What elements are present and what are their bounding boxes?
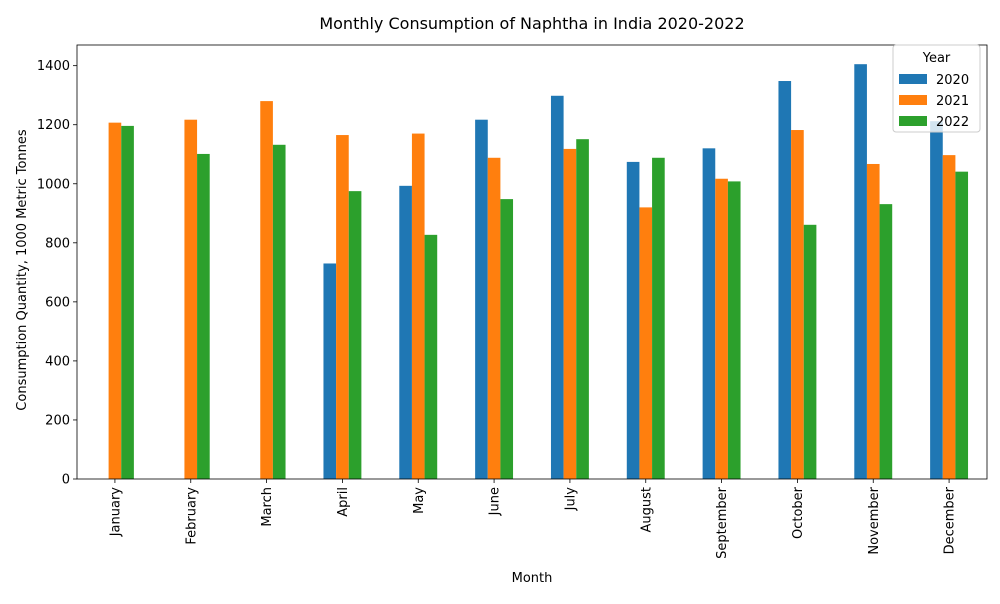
legend-swatch-2020 — [899, 74, 927, 84]
y-tick-label: 1400 — [37, 59, 70, 74]
legend-title: Year — [922, 51, 951, 66]
bar-2022-january — [121, 125, 134, 480]
legend: Year 2020 2021 2022 — [892, 44, 981, 133]
x-tick-label-february: February — [184, 487, 199, 545]
bar-2020-december — [930, 121, 943, 480]
bar-2020-september — [702, 148, 716, 479]
bar-2020-october — [778, 81, 792, 480]
y-tick-label: 200 — [45, 413, 70, 428]
x-axis-title: Month — [512, 571, 553, 586]
bar-2022-october — [803, 224, 817, 479]
y-tick-label: 600 — [45, 295, 70, 310]
bar-2021-february — [184, 119, 198, 479]
bar-2021-december — [942, 155, 956, 479]
x-tick-label-december: December — [943, 486, 958, 554]
chart-title: Monthly Consumption of Naphtha in India … — [319, 14, 744, 33]
legend-label-2022: 2022 — [936, 115, 969, 130]
x-tick-label-june: June — [488, 487, 503, 516]
x-tick-label-april: April — [336, 487, 351, 517]
bar-2021-august — [639, 207, 653, 479]
y-tick-label: 1000 — [37, 177, 70, 192]
bar-2021-september — [715, 178, 728, 480]
bar-2022-june — [500, 199, 514, 480]
y-tick-label: 0 — [62, 473, 70, 488]
bar-2022-november — [879, 204, 893, 479]
y-axis-title: Consumption Quantity, 1000 Metric Tonnes — [15, 129, 30, 411]
bar-2020-july — [550, 95, 564, 479]
bar-2020-august — [626, 161, 640, 479]
bar-2021-may — [411, 133, 425, 479]
x-tick-label-may: May — [412, 487, 427, 514]
bar-2022-april — [348, 191, 362, 479]
bar-2020-june — [475, 119, 488, 479]
y-tick-label: 400 — [45, 354, 70, 369]
bar-2021-june — [487, 157, 501, 479]
bar-2021-november — [866, 163, 880, 480]
legend-swatch-2022 — [899, 116, 927, 126]
y-tick-label: 1200 — [37, 118, 70, 133]
x-tick-label-october: October — [791, 486, 806, 539]
bar-2021-october — [791, 130, 804, 479]
bar-2020-april — [323, 263, 337, 479]
y-tick-label: 800 — [45, 236, 70, 251]
bar-2020-november — [854, 64, 867, 479]
legend-box — [892, 44, 981, 133]
x-tick-label-august: August — [639, 487, 654, 533]
legend-label-2020: 2020 — [936, 73, 969, 88]
x-tick-label-july: July — [563, 487, 578, 512]
bar-2022-march — [272, 144, 286, 480]
bar-2020-may — [399, 185, 412, 479]
bar-2021-april — [336, 135, 349, 480]
legend-label-2021: 2021 — [936, 94, 969, 109]
bar-2022-may — [424, 234, 438, 479]
bar-2021-march — [260, 101, 273, 479]
bar-2022-september — [727, 181, 741, 479]
bar-2022-february — [197, 153, 210, 479]
x-tick-label-march: March — [260, 487, 275, 527]
bar-2021-january — [108, 122, 122, 480]
x-tick-label-november: November — [867, 486, 882, 554]
bar-2021-july — [563, 148, 577, 480]
bar-2022-july — [576, 139, 589, 479]
bar-2022-august — [652, 157, 665, 479]
x-tick-label-september: September — [715, 486, 730, 559]
x-tick-label-january: January — [108, 487, 123, 538]
legend-swatch-2021 — [899, 95, 927, 105]
plot-frame — [76, 44, 988, 480]
bar-2022-december — [955, 171, 969, 479]
